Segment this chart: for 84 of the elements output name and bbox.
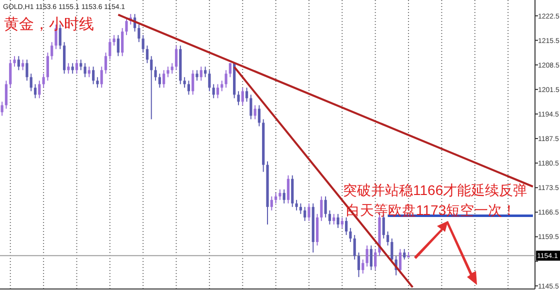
candlestick xyxy=(100,66,103,88)
candlestick xyxy=(386,230,390,246)
candlestick xyxy=(304,206,306,222)
candlestick xyxy=(336,213,340,228)
candlestick xyxy=(154,66,157,82)
candlestick xyxy=(88,66,90,78)
candlestick xyxy=(349,227,352,242)
candlestick xyxy=(38,80,41,99)
candlestick xyxy=(17,56,20,71)
candlestick xyxy=(274,192,278,204)
candlestick xyxy=(108,38,112,60)
candlestick xyxy=(374,248,377,271)
candlestick xyxy=(196,70,198,82)
candlestick xyxy=(353,234,356,260)
candlestick xyxy=(237,90,240,106)
candlestick xyxy=(183,76,186,88)
candlestick xyxy=(50,42,54,60)
candlestick xyxy=(112,34,116,46)
candlestick xyxy=(26,59,28,82)
candlestick xyxy=(340,216,344,228)
candlestick xyxy=(328,210,332,225)
candlestick xyxy=(92,66,95,85)
candlestick xyxy=(162,70,166,88)
candlestick xyxy=(258,104,261,127)
candlestick xyxy=(75,59,78,74)
candlestick xyxy=(204,66,207,78)
candlestick xyxy=(357,252,360,278)
candlestick xyxy=(403,248,406,260)
candlestick xyxy=(96,76,99,88)
candlestick xyxy=(0,101,4,116)
candlestick xyxy=(187,80,190,96)
candlestick xyxy=(224,70,228,88)
candlestick xyxy=(142,34,144,54)
candlestick xyxy=(67,62,70,74)
candlestick xyxy=(208,70,211,92)
candlestick xyxy=(9,59,12,88)
text: 黄金，小时线 xyxy=(4,16,94,33)
candlestick xyxy=(398,248,402,274)
candlestick xyxy=(158,73,161,88)
candlestick xyxy=(125,17,128,36)
candlestick xyxy=(138,24,140,43)
candlestick xyxy=(212,84,215,99)
candlestick xyxy=(241,87,244,106)
candlestick xyxy=(370,245,372,271)
candlestick xyxy=(332,213,336,225)
candlestick xyxy=(216,84,220,99)
annotation: 突破并站稳1166才能延续反弹 xyxy=(343,182,528,198)
candlestick xyxy=(42,73,45,88)
candlestick xyxy=(270,196,273,211)
candlestick xyxy=(286,174,290,204)
candlestick xyxy=(192,70,194,96)
candlestick xyxy=(166,66,170,78)
candlestick xyxy=(245,87,248,102)
candlestick xyxy=(150,56,153,120)
candlestick xyxy=(308,202,310,222)
candlestick xyxy=(362,259,364,274)
candlestick xyxy=(146,45,149,64)
candlestick xyxy=(46,52,49,82)
candlestick xyxy=(30,73,32,92)
candlestick xyxy=(174,45,178,71)
candlestick xyxy=(366,245,368,268)
candlestick xyxy=(345,216,348,236)
candlestick xyxy=(320,196,323,222)
candlestick xyxy=(71,62,74,74)
candlestick xyxy=(295,199,298,211)
candlestick xyxy=(282,188,286,204)
candlestick xyxy=(324,196,327,218)
candlestick xyxy=(104,52,108,74)
candlestick xyxy=(80,59,82,71)
candlestick xyxy=(121,28,124,57)
candlestick xyxy=(250,94,252,120)
candlestick xyxy=(4,80,8,110)
candlestick xyxy=(278,188,282,200)
candlestick xyxy=(228,62,232,78)
candlestick xyxy=(13,56,16,68)
candlestick xyxy=(200,66,202,82)
candlestick xyxy=(299,202,302,214)
candlestick xyxy=(84,62,86,78)
candlestick xyxy=(220,80,224,92)
candlestick xyxy=(116,34,120,57)
candlestick xyxy=(22,59,24,71)
candlestick xyxy=(170,62,174,74)
candlestick xyxy=(254,104,256,120)
candlestick xyxy=(34,84,37,99)
